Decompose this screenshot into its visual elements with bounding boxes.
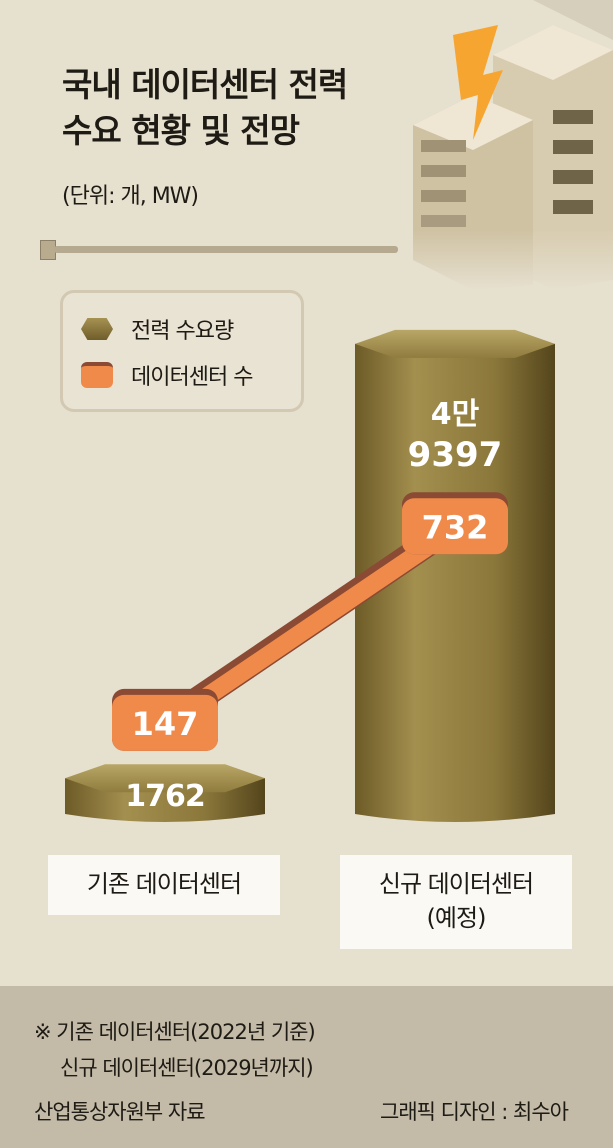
divider bbox=[40, 240, 398, 260]
point-label-0: 147 bbox=[132, 705, 199, 743]
category-label-0-text: 기존 데이터센터 bbox=[86, 870, 242, 898]
footnote-2: 신규 데이터센터(2029년까지) bbox=[60, 1056, 314, 1080]
server-illustration bbox=[403, 0, 613, 290]
bar-label-1-line1: 4만 bbox=[431, 397, 480, 432]
bar-label-1-line2: 9397 bbox=[408, 435, 503, 475]
legend-swatch-count bbox=[81, 362, 113, 388]
source: 산업통상자원부 자료 bbox=[34, 1100, 206, 1124]
category-label-1-line1: 신규 데이터센터 bbox=[378, 870, 534, 898]
legend-label-power: 전력 수요량 bbox=[131, 319, 234, 344]
chart-title: 국내 데이터센터 전력 수요 현황 및 전망 bbox=[62, 62, 348, 154]
legend-item-count: 데이터센터 수 bbox=[81, 359, 253, 391]
legend-label-count: 데이터센터 수 bbox=[131, 365, 253, 390]
category-label-1: 신규 데이터센터 (예정) bbox=[340, 855, 572, 949]
legend-swatch-power bbox=[81, 318, 113, 340]
category-label-0: 기존 데이터센터 bbox=[48, 855, 280, 915]
point-label-1: 732 bbox=[422, 508, 489, 546]
lightning-icon bbox=[453, 25, 503, 140]
legend: 전력 수요량 데이터센터 수 bbox=[60, 290, 304, 412]
point-count-1: 732 bbox=[402, 492, 508, 555]
bar-power-0 bbox=[65, 764, 265, 822]
credit: 그래픽 디자인 : 최수아 bbox=[380, 1100, 569, 1124]
title-line-2: 수요 현황 및 전망 bbox=[62, 111, 300, 150]
category-label-1-line2: (예정) bbox=[426, 904, 487, 932]
point-count-0: 147 bbox=[112, 688, 218, 751]
unit-label: (단위: 개, MW) bbox=[62, 184, 199, 209]
footnote-1: ※ 기존 데이터센터(2022년 기준) bbox=[34, 1020, 316, 1044]
bar-label-0: 1762 bbox=[125, 779, 205, 814]
legend-item-power: 전력 수요량 bbox=[81, 313, 234, 345]
chart-plot: 147 732 1762 4만 9397 bbox=[65, 329, 555, 822]
bar-power-1 bbox=[355, 329, 555, 822]
title-line-1: 국내 데이터센터 전력 bbox=[62, 65, 348, 104]
footer: ※ 기존 데이터센터(2022년 기준) 신규 데이터센터(2029년까지) 산… bbox=[0, 986, 613, 1148]
